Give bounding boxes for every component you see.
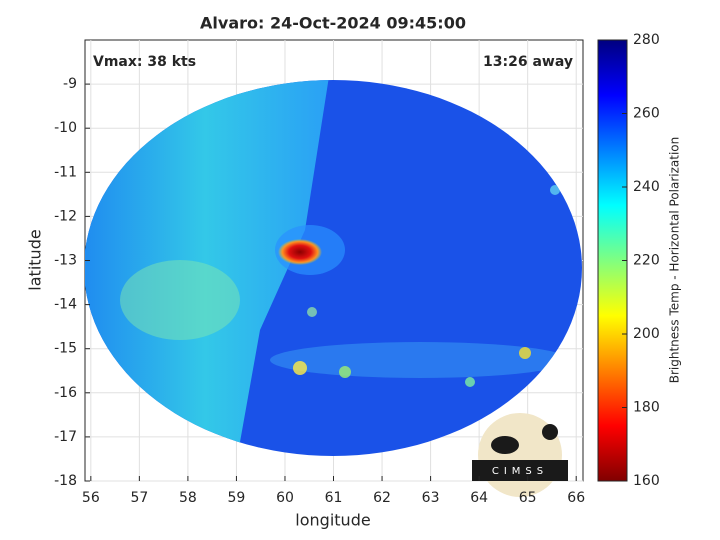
x-axis-label: longitude <box>295 511 370 530</box>
y-tick-label: -9 <box>63 76 77 92</box>
x-tick-label: 61 <box>325 490 343 506</box>
colorbar-tick-label: 240 <box>633 179 660 195</box>
x-tick-label: 62 <box>373 490 391 506</box>
colorbar-tick-label: 260 <box>633 106 660 122</box>
colorbar-tick-label: 220 <box>633 253 660 269</box>
y-axis-label: latitude <box>26 229 45 290</box>
logo-text: CIMSS <box>492 466 548 477</box>
y-tick-label: -10 <box>54 120 77 136</box>
x-tick-label: 66 <box>567 490 585 506</box>
x-tick-label: 56 <box>82 490 100 506</box>
y-tick-label: -14 <box>54 297 77 313</box>
colorbar-tick-label: 280 <box>633 32 660 48</box>
annotation: Vmax: 38 kts <box>93 54 196 70</box>
y-tick-label: -12 <box>54 208 77 224</box>
colorbar-tick-label: 180 <box>633 400 660 416</box>
y-tick-label: -11 <box>54 164 77 180</box>
x-tick-label: 58 <box>179 490 197 506</box>
y-tick-label: -17 <box>54 429 77 445</box>
annotation: 13:26 away <box>483 54 573 70</box>
chart-title: Alvaro: 24-Oct-2024 09:45:00 <box>200 14 466 33</box>
colorbar-tick-label: 160 <box>633 473 660 489</box>
colorbar-tick-label: 200 <box>633 326 660 342</box>
y-tick-label: -13 <box>54 253 77 269</box>
x-tick-label: 63 <box>422 490 440 506</box>
x-tick-label: 57 <box>130 490 148 506</box>
y-tick-label: -15 <box>54 341 77 357</box>
cimss-logo: CIMSS <box>472 413 568 497</box>
x-tick-label: 65 <box>519 490 537 506</box>
colorbar-label: Brightness Temp - Horizontal Polarizatio… <box>668 137 682 384</box>
x-tick-label: 60 <box>276 490 294 506</box>
x-tick-label: 64 <box>470 490 488 506</box>
x-tick-label: 59 <box>228 490 246 506</box>
y-tick-label: -16 <box>54 385 77 401</box>
y-tick-label: -18 <box>54 473 77 489</box>
swath <box>85 80 582 456</box>
